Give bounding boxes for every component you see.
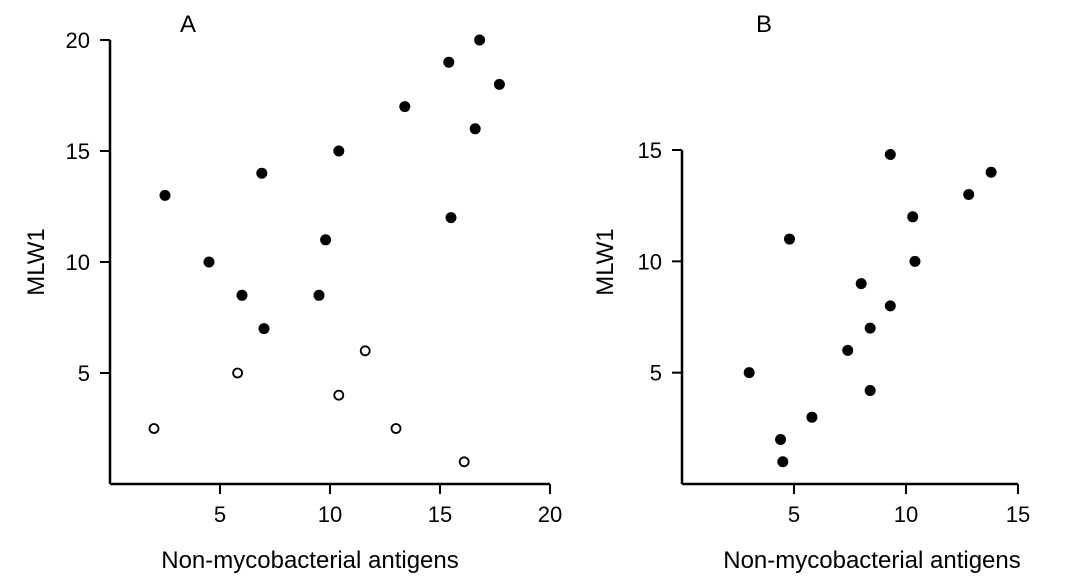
panel-b-point-filled (864, 384, 876, 396)
panel-b-x-axis-title: Non-mycobacterial antigens (723, 547, 1020, 574)
panel-b-point-filled (784, 233, 796, 245)
panel-a-point-open (359, 345, 371, 357)
panel-a-point-open (148, 423, 160, 434)
panel-b-point-filled (855, 278, 867, 290)
panel-b-point-filled (743, 367, 755, 379)
panel-b-x-tick-label: 5 (788, 502, 800, 527)
panel-a-y-axis-title: MLW1 (23, 228, 50, 296)
panel-b-point-filled (907, 211, 919, 223)
panel-a-point-filled (203, 256, 215, 268)
panel-a-point-open (333, 389, 345, 401)
panel-a-point-filled (320, 234, 332, 246)
panel-b-point-filled (909, 255, 921, 267)
panel-a-point-filled (474, 34, 486, 46)
panel-a-x-tick-label: 5 (214, 502, 226, 527)
panel-b-point-filled (775, 433, 787, 445)
panel-a-point-open (232, 367, 244, 379)
panel-b-point-filled (777, 456, 789, 468)
panel-a-y-tick-label: 15 (66, 139, 90, 164)
panel-a-point-filled (333, 145, 345, 157)
panel-a-point-filled (469, 123, 481, 135)
panel-a-x-tick-label: 10 (318, 502, 342, 527)
panel-a-point-filled (236, 289, 248, 301)
panel-b-point-filled (864, 322, 876, 334)
panel-b-point-filled (806, 411, 818, 423)
panel-a-y-tick-label: 20 (66, 28, 90, 53)
panel-a-point-open (390, 423, 402, 434)
panel-b-point-filled (842, 344, 854, 356)
panel-b-y-axis-title: MLW1 (592, 228, 619, 296)
panel-b-point-filled (985, 166, 997, 178)
panel-a-y-tick-label: 10 (66, 250, 90, 275)
panel-a-x-axis-title: Non-mycobacterial antigens (161, 547, 458, 574)
panel-a: A Non-mycobacterial antigens MLW1 5 10 15 2… (23, 11, 562, 574)
panel-a-point-filled (256, 167, 268, 179)
panel-a-x-tick-label: 15 (428, 502, 452, 527)
panel-b-x-tick-label: 10 (894, 502, 918, 527)
panel-a-point-filled (399, 101, 411, 113)
panel-b-point-filled (963, 189, 975, 201)
panel-b-label: B (756, 11, 772, 38)
panel-b-y-tick-label: 5 (650, 361, 662, 386)
panel-a-point-filled (443, 56, 455, 68)
panel-b-y-tick-label: 15 (638, 138, 662, 163)
panel-a-label: A (180, 11, 196, 38)
panel-a-point-filled (258, 323, 270, 335)
panel-b-y-tick-label: 10 (638, 249, 662, 274)
panel-b-point-filled (884, 300, 896, 312)
panel-a-x-tick-label: 20 (538, 502, 562, 527)
panel-b-point-filled (884, 148, 896, 160)
panel-a-y-tick-label: 5 (78, 361, 90, 386)
panel-a-point-filled (445, 212, 457, 224)
panel-a-point-open (458, 456, 470, 468)
panel-a-point-filled (313, 289, 325, 301)
panel-b: B Non-mycobacterial antigens MLW1 5 10 15 5… (592, 11, 1030, 574)
panel-a-point-filled (493, 78, 505, 90)
panel-a-point-filled (159, 189, 171, 201)
panel-b-x-tick-label: 15 (1006, 502, 1030, 527)
